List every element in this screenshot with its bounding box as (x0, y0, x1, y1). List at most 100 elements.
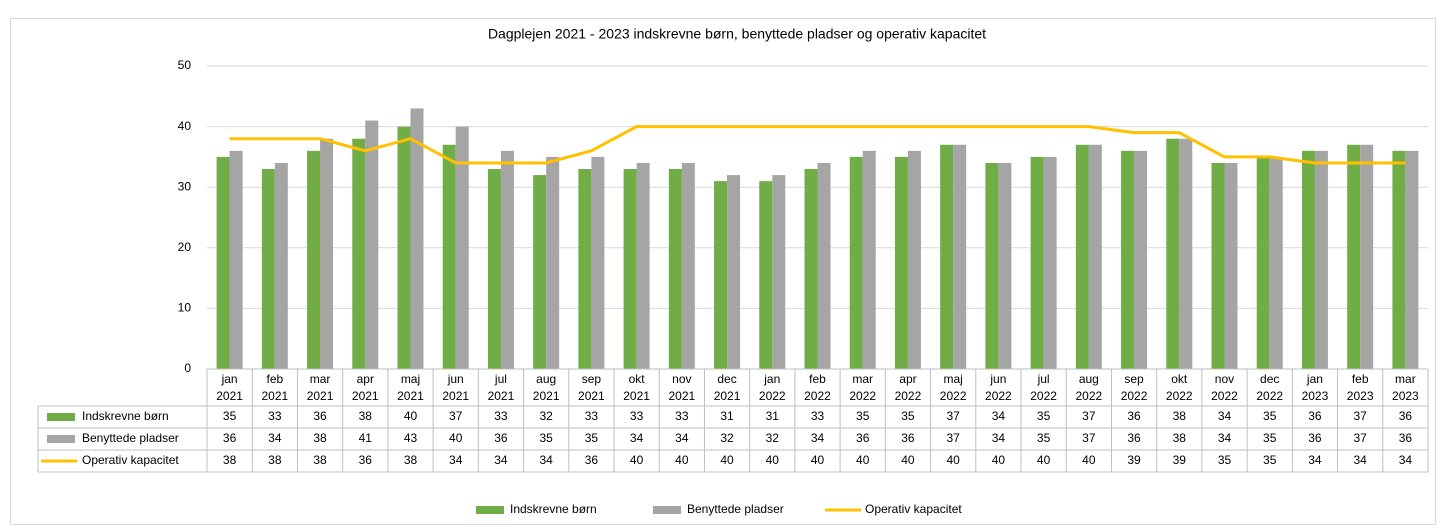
x-tick-label-box: jun 2022 (985, 372, 1012, 403)
y-tick-label: 40 (178, 119, 192, 133)
bar (985, 162, 999, 369)
table-value: 34 (268, 431, 282, 445)
chart-title: Dagplejen 2021 - 2023 indskrevne børn, b… (488, 26, 986, 42)
bar (623, 169, 637, 369)
x-tick-label-box: dec 2022 (1256, 372, 1284, 403)
x-tick-label-box: maj 2022 (939, 372, 967, 403)
table-value: 38 (313, 453, 327, 467)
bar (1179, 138, 1193, 369)
table-value: 37 (946, 409, 960, 423)
table-value: 40 (992, 453, 1006, 467)
x-tick-label: feb 2022 (804, 372, 831, 403)
table-value: 36 (1308, 409, 1322, 423)
table-series-name: Benyttede pladser (82, 431, 179, 445)
table-value: 39 (1127, 453, 1141, 467)
table-value: 38 (1173, 409, 1187, 423)
table-value: 34 (992, 431, 1006, 445)
bar (1269, 156, 1283, 369)
bar (320, 138, 334, 369)
table-value: 35 (1037, 409, 1051, 423)
x-tick-label-box: jul 2021 (488, 372, 515, 403)
x-tick-label: nov 2021 (668, 372, 696, 403)
table-value: 35 (539, 431, 553, 445)
table-value: 36 (313, 409, 327, 423)
x-tick-label: feb 2021 (261, 372, 289, 403)
x-tick-label: jan 2023 (1301, 372, 1329, 403)
table-value: 37 (1082, 431, 1096, 445)
table-value: 36 (1399, 431, 1413, 445)
bar (1166, 138, 1180, 369)
table-value: 36 (359, 453, 373, 467)
table-value: 35 (1263, 431, 1277, 445)
bar (1301, 150, 1315, 369)
table-value: 40 (675, 453, 689, 467)
x-tick-label-box: feb 2023 (1346, 372, 1374, 403)
y-tick-label: 50 (178, 58, 192, 72)
table-value: 40 (811, 453, 825, 467)
x-tick-label: sep 2021 (578, 372, 605, 403)
table-value: 34 (630, 431, 644, 445)
table-value: 31 (720, 409, 734, 423)
table-value: 32 (539, 409, 553, 423)
x-tick-label: dec 2021 (713, 372, 741, 403)
table-value: 40 (1037, 453, 1051, 467)
bar (1347, 144, 1361, 369)
table-value: 33 (585, 409, 599, 423)
x-tick-label-box: feb 2022 (804, 372, 831, 403)
x-tick-label: apr 2021 (351, 372, 379, 403)
table-value: 36 (901, 431, 915, 445)
table-value: 40 (720, 453, 734, 467)
bar (849, 156, 863, 369)
x-tick-label: maj 2022 (939, 372, 967, 403)
bar (636, 162, 650, 369)
x-tick-label: sep 2022 (1120, 372, 1148, 403)
table-value: 37 (449, 409, 463, 423)
x-tick-label: jun 2022 (985, 372, 1012, 403)
x-tick-label: feb 2023 (1346, 372, 1374, 403)
bar (1121, 150, 1135, 369)
legend-label: Operativ kapacitet (865, 502, 962, 516)
x-tick-label: maj 2021 (397, 372, 424, 403)
bar (1134, 150, 1148, 369)
bar (894, 156, 908, 369)
bar (1211, 162, 1225, 369)
table-value: 41 (359, 431, 373, 445)
bar (759, 181, 773, 369)
x-tick-label: okt 2021 (623, 372, 650, 403)
x-tick-label: dec 2022 (1256, 372, 1284, 403)
table-value: 40 (1082, 453, 1096, 467)
legend-key (476, 506, 504, 514)
table-value: 35 (1263, 409, 1277, 423)
table-value: 37 (1353, 431, 1367, 445)
bar (1088, 144, 1102, 369)
table-value: 35 (856, 409, 870, 423)
table-value: 36 (223, 431, 237, 445)
bar (455, 126, 469, 369)
bar (274, 162, 288, 369)
x-tick-label: okt 2022 (1165, 372, 1193, 403)
table-value: 37 (946, 431, 960, 445)
table-value: 35 (585, 431, 599, 445)
table-value: 35 (901, 409, 915, 423)
table-value: 34 (449, 453, 463, 467)
x-tick-label-box: apr 2021 (351, 372, 379, 403)
x-tick-label-box: nov 2021 (668, 372, 696, 403)
table-value: 35 (1037, 431, 1051, 445)
x-tick-label: nov 2022 (1211, 372, 1238, 403)
x-tick-label-box: mar 2021 (307, 372, 334, 403)
table-value: 35 (1263, 453, 1277, 467)
table-value: 33 (675, 409, 689, 423)
table-value: 33 (630, 409, 644, 423)
bar (681, 162, 695, 369)
table-value: 40 (766, 453, 780, 467)
x-tick-label-box: jan 2021 (216, 372, 243, 403)
bar (953, 144, 967, 369)
table-value: 33 (811, 409, 825, 423)
table-value: 34 (1353, 453, 1367, 467)
x-tick-label: jan 2021 (216, 372, 243, 403)
x-tick-label-box: jul 2022 (1030, 372, 1057, 403)
x-tick-label: mar 2022 (849, 372, 877, 403)
table-value: 34 (1308, 453, 1322, 467)
bar (772, 175, 786, 369)
